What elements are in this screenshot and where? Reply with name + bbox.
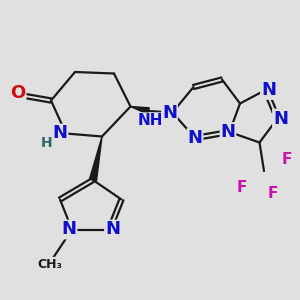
Text: N: N: [273, 110, 288, 128]
Polygon shape: [89, 136, 102, 181]
Text: NH: NH: [138, 113, 164, 128]
Text: N: N: [162, 103, 177, 122]
Text: N: N: [188, 129, 202, 147]
Text: F: F: [268, 186, 278, 201]
Text: F: F: [236, 180, 247, 195]
Text: H: H: [41, 136, 52, 150]
Text: O: O: [11, 84, 26, 102]
Text: N: N: [220, 123, 236, 141]
Text: CH₃: CH₃: [37, 257, 62, 271]
Text: N: N: [61, 220, 76, 238]
Text: F: F: [281, 152, 292, 166]
Polygon shape: [130, 106, 149, 114]
Text: N: N: [105, 220, 120, 238]
Text: N: N: [52, 124, 68, 142]
Text: N: N: [261, 81, 276, 99]
